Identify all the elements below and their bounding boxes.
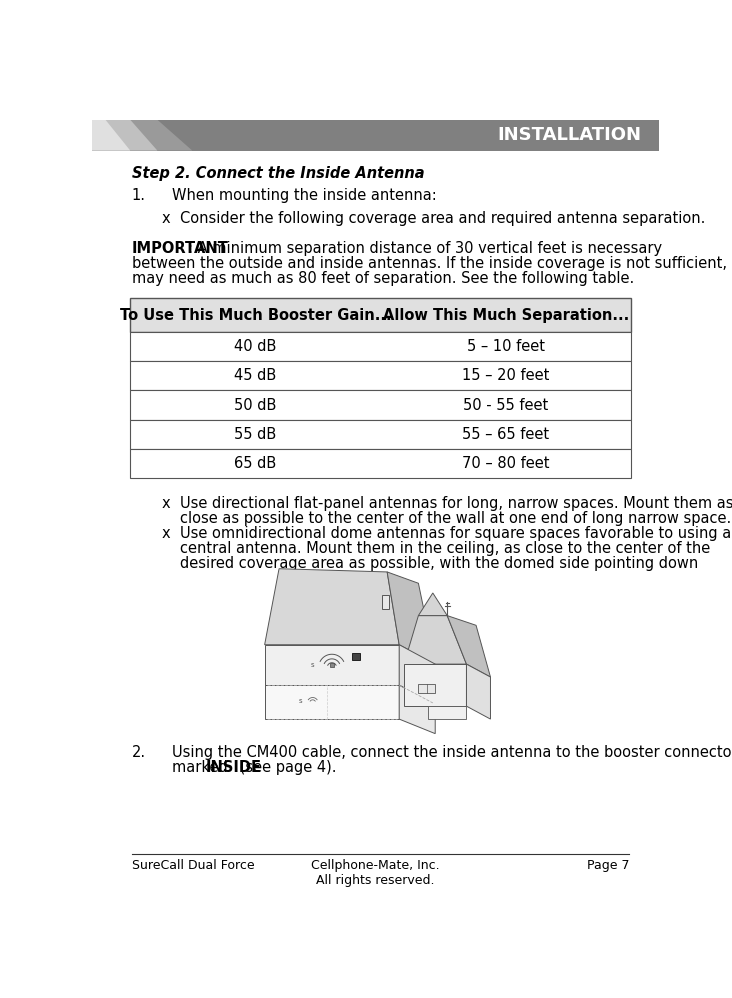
Bar <box>352 653 360 660</box>
Polygon shape <box>265 686 399 720</box>
Polygon shape <box>428 707 466 720</box>
Polygon shape <box>419 593 447 616</box>
Text: desired coverage area as possible, with the domed side pointing down: desired coverage area as possible, with … <box>180 556 698 571</box>
Text: 5 – 10 feet: 5 – 10 feet <box>467 339 545 354</box>
Text: 50 dB: 50 dB <box>234 397 277 412</box>
Text: 45 dB: 45 dB <box>234 368 277 383</box>
Text: central antenna. Mount them in the ceiling, as close to the center of the: central antenna. Mount them in the ceili… <box>180 541 710 556</box>
Text: To Use This Much Booster Gain...: To Use This Much Booster Gain... <box>119 307 391 322</box>
Bar <box>329 663 335 667</box>
Text: Allow This Much Separation...: Allow This Much Separation... <box>383 307 629 322</box>
Text: Using the CM400 cable, connect the inside antenna to the booster connector: Using the CM400 cable, connect the insid… <box>172 745 732 759</box>
Bar <box>130 390 631 420</box>
Text: (see page 4).: (see page 4). <box>234 759 336 774</box>
Text: may need as much as 80 feet of separation. See the following table.: may need as much as 80 feet of separatio… <box>132 271 634 286</box>
Text: 50 - 55 feet: 50 - 55 feet <box>463 397 548 412</box>
Polygon shape <box>92 120 157 151</box>
Text: 55 dB: 55 dB <box>234 427 277 442</box>
Text: Page 7: Page 7 <box>587 859 630 872</box>
Polygon shape <box>265 645 399 686</box>
Text: 1.: 1. <box>132 189 146 204</box>
Polygon shape <box>399 645 436 705</box>
Text: x: x <box>161 211 170 226</box>
Bar <box>419 684 436 694</box>
Polygon shape <box>92 120 130 151</box>
Text: s: s <box>298 698 302 704</box>
Text: SureCall Dual Force: SureCall Dual Force <box>132 859 255 872</box>
Bar <box>130 298 631 332</box>
Text: 2.: 2. <box>132 745 146 759</box>
Text: INSIDE: INSIDE <box>206 759 262 774</box>
Polygon shape <box>404 664 466 707</box>
Polygon shape <box>466 664 490 720</box>
Bar <box>130 420 631 449</box>
Text: close as possible to the center of the wall at one end of long narrow space.: close as possible to the center of the w… <box>180 511 731 526</box>
Bar <box>382 595 389 609</box>
Text: Consider the following coverage area and required antenna separation.: Consider the following coverage area and… <box>180 211 705 226</box>
Text: x: x <box>161 526 170 541</box>
Bar <box>130 332 631 361</box>
Text: When mounting the inside antenna:: When mounting the inside antenna: <box>172 189 437 204</box>
Text: 65 dB: 65 dB <box>234 456 277 471</box>
Text: Step 2. Connect the Inside Antenna: Step 2. Connect the Inside Antenna <box>132 166 425 181</box>
Text: s: s <box>310 663 314 669</box>
Text: INSTALLATION: INSTALLATION <box>498 126 642 144</box>
Polygon shape <box>404 616 466 664</box>
Polygon shape <box>265 569 399 645</box>
Text: x: x <box>161 496 170 511</box>
Polygon shape <box>387 572 436 664</box>
Polygon shape <box>399 686 436 734</box>
Text: 55 – 65 feet: 55 – 65 feet <box>462 427 549 442</box>
Polygon shape <box>447 616 490 677</box>
Text: 40 dB: 40 dB <box>234 339 277 354</box>
Bar <box>92 120 659 151</box>
Text: Use directional flat-panel antennas for long, narrow spaces. Mount them as: Use directional flat-panel antennas for … <box>180 496 732 511</box>
Polygon shape <box>92 120 193 151</box>
Text: Use omnidirectional dome antennas for square spaces favorable to using a: Use omnidirectional dome antennas for sq… <box>180 526 731 541</box>
Text: 15 – 20 feet: 15 – 20 feet <box>462 368 550 383</box>
Text: : A minimum separation distance of 30 vertical feet is necessary: : A minimum separation distance of 30 ve… <box>187 242 662 256</box>
Text: IMPORTANT: IMPORTANT <box>132 242 228 256</box>
Text: 70 – 80 feet: 70 – 80 feet <box>462 456 550 471</box>
Bar <box>130 449 631 478</box>
Text: marked: marked <box>172 759 233 774</box>
Text: between the outside and inside antennas. If the inside coverage is not sufficien: between the outside and inside antennas.… <box>132 256 732 271</box>
Bar <box>130 361 631 390</box>
Text: Cellphone-Mate, Inc.
All rights reserved.: Cellphone-Mate, Inc. All rights reserved… <box>311 859 439 887</box>
